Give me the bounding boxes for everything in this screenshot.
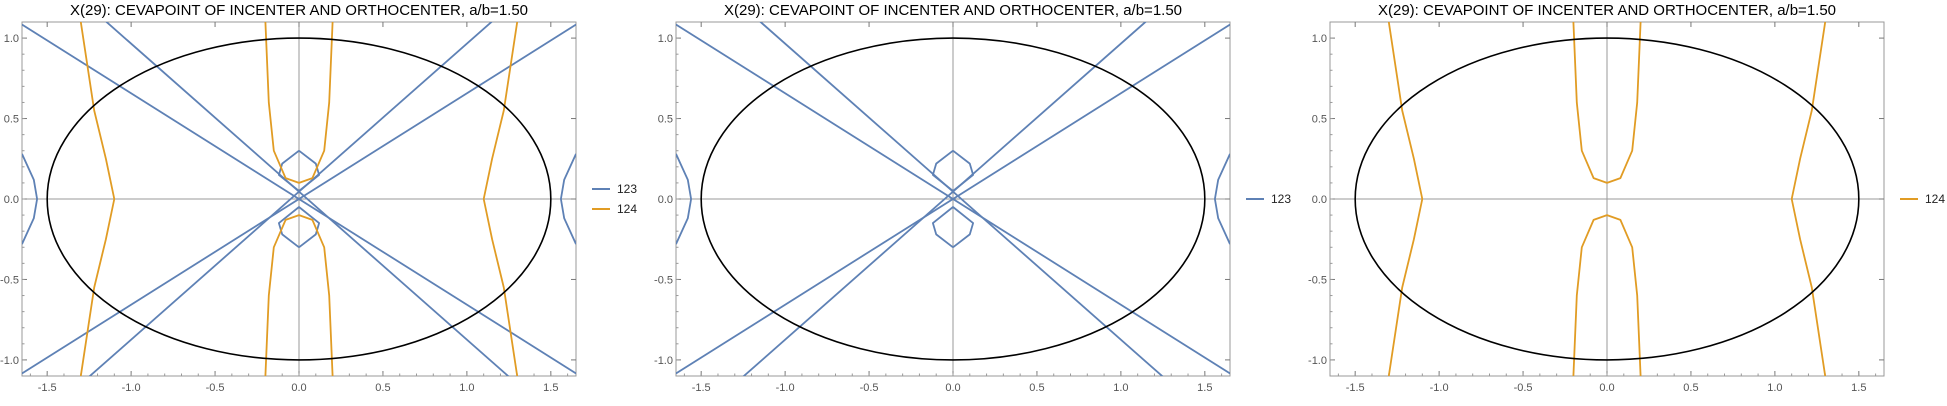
plot-3: X(29): CEVAPOINT OF INCENTER AND ORTHOCE… (1308, 2, 1945, 394)
series-124-curve (1790, 22, 1827, 376)
x-tick-label: 0.5 (1029, 382, 1044, 394)
y-tick-label: 0.0 (4, 194, 19, 206)
plot-title: X(29): CEVAPOINT OF INCENTER AND ORTHOCE… (70, 2, 528, 19)
x-tick-label: -1.5 (1346, 382, 1365, 394)
plot-curves (1354, 22, 1860, 376)
x-tick-label: -1.5 (38, 382, 57, 394)
plot-title: X(29): CEVAPOINT OF INCENTER AND ORTHOCE… (1378, 2, 1836, 19)
x-tick-label: -0.5 (1514, 382, 1533, 394)
x-tick-label: 0.5 (1683, 382, 1698, 394)
series-123-curve (278, 149, 320, 192)
y-tick-label: -1.0 (0, 355, 19, 367)
y-tick-label: 1.0 (1312, 33, 1327, 45)
x-tick-label: 1.0 (459, 382, 474, 394)
plot-curves (676, 22, 1230, 376)
series-124-curve (1572, 214, 1642, 376)
x-tick-label: -1.0 (122, 382, 141, 394)
series-123-curve (88, 22, 493, 376)
boundary-ellipse (700, 37, 1206, 361)
legend-label-124: 124 (1925, 192, 1945, 206)
y-tick-label: 0.5 (4, 114, 19, 126)
series-123-curve (676, 23, 1230, 375)
series-123-curve (742, 22, 1147, 376)
y-tick-label: 1.0 (658, 33, 673, 45)
series-123-curve (676, 153, 692, 245)
plot-2: X(29): CEVAPOINT OF INCENTER AND ORTHOCE… (654, 2, 1291, 394)
series-124-curve (264, 214, 334, 376)
x-tick-label: 1.0 (1767, 382, 1782, 394)
series-123-curve (932, 206, 974, 249)
series-123-curve (105, 22, 510, 376)
x-tick-label: 1.5 (543, 382, 558, 394)
series-123-curve (22, 23, 576, 375)
series-123-curve (278, 206, 320, 249)
series-123-curve (1214, 153, 1230, 245)
x-tick-label: 1.0 (1113, 382, 1128, 394)
x-tick-label: 0.0 (291, 382, 306, 394)
y-tick-label: 0.5 (1312, 114, 1327, 126)
legend-label-123: 123 (1271, 192, 1291, 206)
plot-curves (22, 22, 576, 376)
legend-label-124: 124 (617, 202, 637, 216)
x-tick-label: -1.0 (776, 382, 795, 394)
series-123-curve (560, 153, 576, 245)
series-123-curve (22, 153, 38, 245)
x-tick-label: 0.5 (375, 382, 390, 394)
y-tick-label: -0.5 (1308, 274, 1327, 286)
y-tick-label: 1.0 (4, 33, 19, 45)
boundary-ellipse (1354, 37, 1860, 361)
series-124-curve (79, 22, 116, 376)
y-tick-label: -1.0 (1308, 355, 1327, 367)
series-124-curve (482, 22, 519, 376)
x-tick-label: 0.0 (945, 382, 960, 394)
x-tick-label: 0.0 (1599, 382, 1614, 394)
y-tick-label: -0.5 (654, 274, 673, 286)
series-124-curve (1387, 22, 1424, 376)
series-123-curve (932, 149, 974, 192)
y-tick-label: 0.0 (658, 194, 673, 206)
series-124-curve (264, 22, 334, 184)
y-tick-label: 0.0 (1312, 194, 1327, 206)
y-tick-label: 0.5 (658, 114, 673, 126)
x-tick-label: -1.5 (692, 382, 711, 394)
x-tick-label: 1.5 (1197, 382, 1212, 394)
legend-label-123: 123 (617, 182, 637, 196)
y-tick-label: -0.5 (0, 274, 19, 286)
x-tick-label: -0.5 (860, 382, 879, 394)
x-tick-label: 1.5 (1851, 382, 1866, 394)
y-tick-label: -1.0 (654, 355, 673, 367)
series-124-curve (1572, 22, 1642, 184)
boundary-ellipse (46, 37, 552, 361)
plot-title: X(29): CEVAPOINT OF INCENTER AND ORTHOCE… (724, 2, 1182, 19)
series-123-curve (759, 22, 1164, 376)
plot-1: X(29): CEVAPOINT OF INCENTER AND ORTHOCE… (0, 2, 637, 394)
x-tick-label: -0.5 (206, 382, 225, 394)
x-tick-label: -1.0 (1430, 382, 1449, 394)
